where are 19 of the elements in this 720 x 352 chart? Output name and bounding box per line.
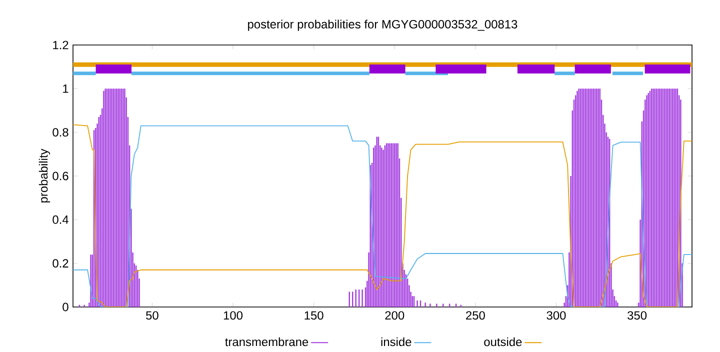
chart-title: posterior probabilities for MGYG000003532_00813 xyxy=(248,20,518,31)
x-tick-label: 250 xyxy=(466,311,485,320)
x-tick-label: 150 xyxy=(304,311,324,320)
x-tick-label: 50 xyxy=(146,311,158,320)
legend-label: transmembrane xyxy=(225,337,308,346)
x-tick-label: 300 xyxy=(546,311,566,320)
y-tick-label: 1.2 xyxy=(53,40,68,50)
y-tick-label: 0.4 xyxy=(52,215,68,224)
x-tick-label: 350 xyxy=(628,311,647,320)
x-tick-label: 200 xyxy=(385,311,404,320)
y-axis-title: probability xyxy=(38,148,50,202)
x-tick-label: 100 xyxy=(224,311,243,320)
y-tick-label: 0.2 xyxy=(52,259,68,268)
y-tick-label: 0.8 xyxy=(52,128,68,137)
y-tick-label: 0.6 xyxy=(52,172,68,180)
y-tick-label: 0 xyxy=(62,302,68,312)
legend-label: inside xyxy=(381,337,412,346)
y-tick-label: 1 xyxy=(63,84,68,93)
legend-label: outside xyxy=(484,337,522,346)
